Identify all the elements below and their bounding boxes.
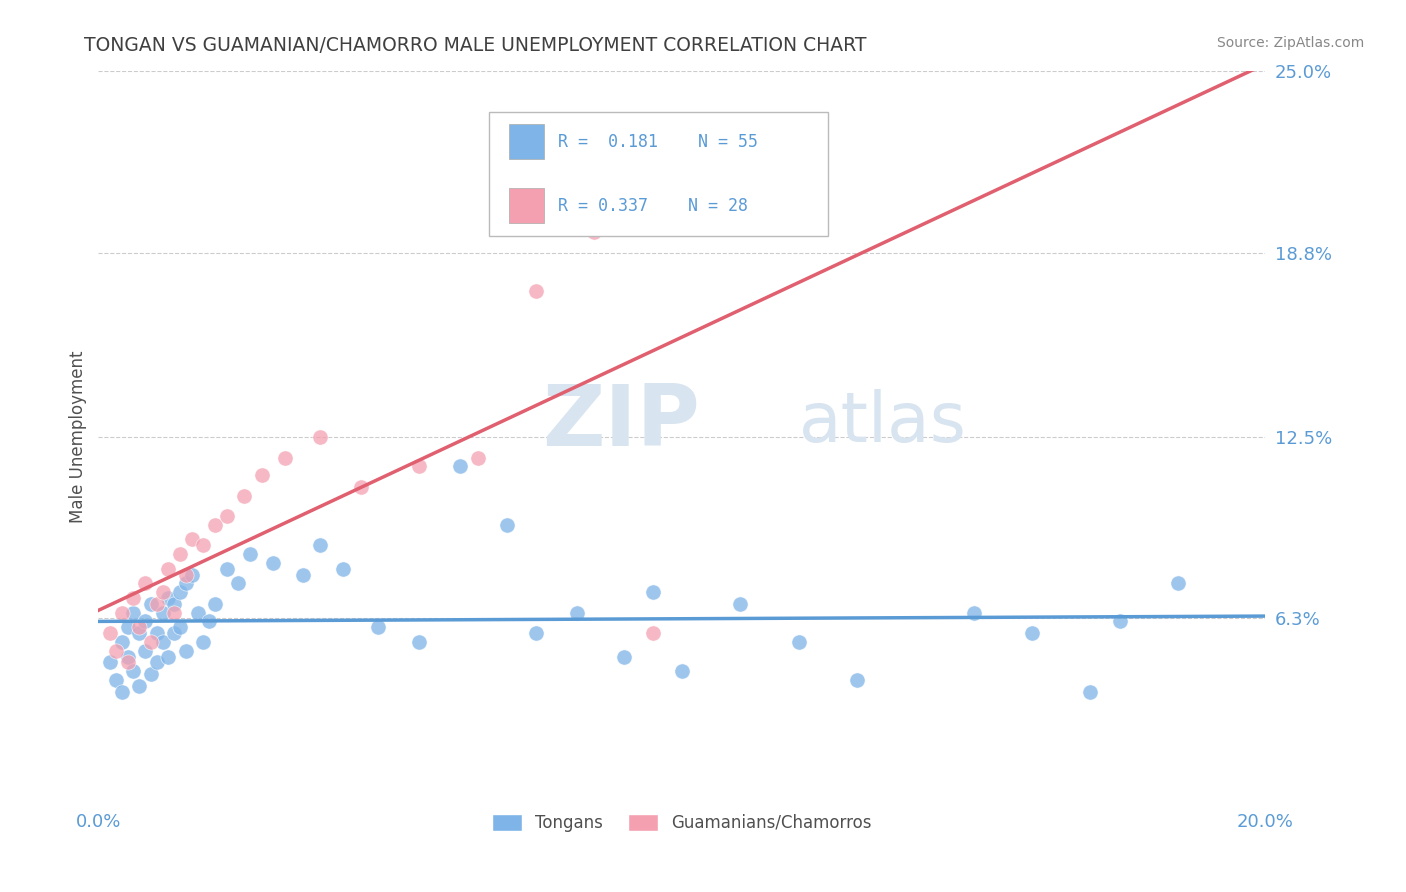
Point [467, 450, 489, 465]
Point [111, 684, 134, 698]
Point [163, 606, 186, 620]
Point [1080, 684, 1102, 698]
Point [163, 597, 186, 611]
Point [1021, 626, 1043, 640]
Point [239, 547, 262, 561]
Point [180, 533, 202, 547]
Point [174, 567, 197, 582]
Bar [509, 188, 544, 224]
Legend: Tongans, Guamanians/Chamorros: Tongans, Guamanians/Chamorros [485, 807, 879, 838]
Point [174, 576, 197, 591]
Point [250, 468, 273, 483]
Point [152, 635, 174, 649]
Point [204, 597, 226, 611]
Point [193, 635, 215, 649]
Point [291, 567, 314, 582]
Point [496, 517, 519, 532]
Point [152, 606, 174, 620]
Point [215, 509, 238, 524]
Point [146, 656, 169, 670]
Point [111, 606, 134, 620]
Point [332, 562, 354, 576]
Point [98, 626, 121, 640]
Point [134, 615, 156, 629]
Point [449, 459, 471, 474]
Point [122, 591, 145, 605]
Point [104, 673, 127, 687]
Point [117, 649, 139, 664]
Bar [509, 124, 544, 159]
Point [846, 673, 869, 687]
Point [104, 643, 127, 657]
Point [583, 225, 606, 239]
Point [612, 649, 634, 664]
Text: R =  0.181    N = 55: R = 0.181 N = 55 [558, 133, 758, 151]
Point [157, 562, 180, 576]
Point [204, 517, 226, 532]
Point [367, 620, 389, 634]
Text: atlas: atlas [799, 389, 966, 456]
Y-axis label: Male Unemployment: Male Unemployment [69, 351, 87, 524]
Point [122, 664, 145, 678]
Point [152, 585, 174, 599]
Point [134, 576, 156, 591]
Point [187, 606, 209, 620]
Point [524, 626, 547, 640]
Point [228, 576, 250, 591]
Point [193, 538, 215, 552]
Point [233, 489, 256, 503]
Point [787, 635, 810, 649]
Point [641, 626, 664, 640]
Point [671, 664, 693, 678]
Point [962, 606, 984, 620]
Point [163, 626, 186, 640]
Point [128, 626, 150, 640]
Point [408, 459, 430, 474]
Point [309, 430, 332, 444]
Point [1167, 576, 1189, 591]
Point [274, 450, 297, 465]
Point [117, 620, 139, 634]
Point [524, 284, 547, 298]
Point [128, 679, 150, 693]
Text: TONGAN VS GUAMANIAN/CHAMORRO MALE UNEMPLOYMENT CORRELATION CHART: TONGAN VS GUAMANIAN/CHAMORRO MALE UNEMPL… [84, 36, 868, 54]
Point [128, 620, 150, 634]
Point [122, 606, 145, 620]
Point [139, 667, 162, 681]
Point [309, 538, 332, 552]
Point [146, 626, 169, 640]
Point [262, 556, 284, 570]
Point [730, 597, 752, 611]
Text: ZIP: ZIP [541, 381, 700, 464]
Point [174, 643, 197, 657]
Point [111, 635, 134, 649]
Point [169, 547, 191, 561]
Point [117, 656, 139, 670]
Point [98, 656, 121, 670]
Point [565, 606, 588, 620]
Point [408, 635, 430, 649]
Point [157, 591, 180, 605]
FancyBboxPatch shape [489, 112, 828, 235]
Point [139, 635, 162, 649]
Point [215, 562, 238, 576]
Point [169, 620, 191, 634]
Point [180, 567, 202, 582]
Point [641, 585, 664, 599]
Point [134, 643, 156, 657]
Text: Source: ZipAtlas.com: Source: ZipAtlas.com [1216, 36, 1364, 50]
Point [1108, 615, 1130, 629]
Point [157, 649, 180, 664]
Text: R = 0.337    N = 28: R = 0.337 N = 28 [558, 197, 748, 215]
Point [350, 480, 373, 494]
Point [198, 615, 221, 629]
Point [146, 597, 169, 611]
Point [139, 597, 162, 611]
Point [169, 585, 191, 599]
